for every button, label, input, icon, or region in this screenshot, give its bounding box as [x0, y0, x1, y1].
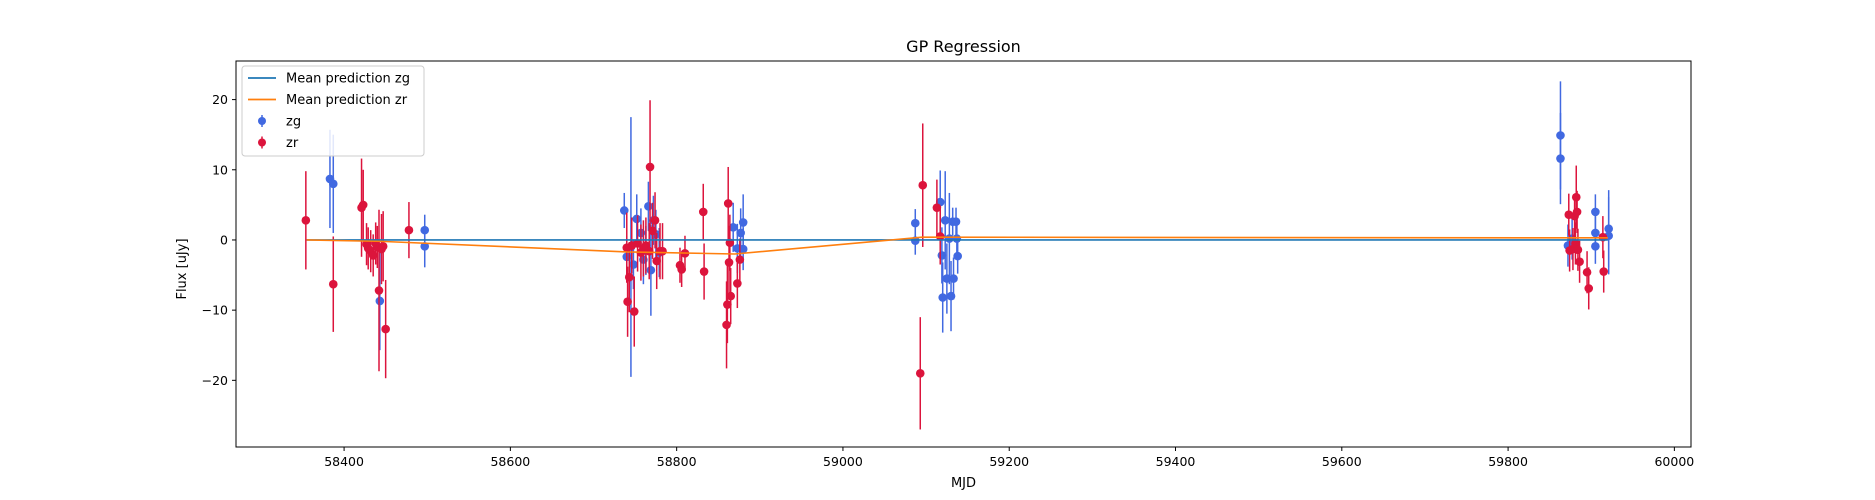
- data-point-zg: [910, 218, 920, 228]
- data-point-zr: [358, 200, 368, 210]
- data-point-zg: [1556, 154, 1565, 163]
- x-tick-label: 59800: [1488, 454, 1528, 469]
- y-tick-label: −20: [202, 373, 228, 388]
- data-point-zr: [645, 162, 655, 172]
- data-point-zr: [301, 216, 311, 225]
- data-point-zr: [624, 272, 634, 282]
- data-point-zr: [1573, 245, 1583, 255]
- data-point-zr: [932, 203, 942, 212]
- data-point-zr: [699, 267, 709, 276]
- data-point-zg: [949, 274, 958, 283]
- plot-area: [301, 81, 1613, 430]
- data-point-zr: [735, 255, 745, 264]
- data-point-zr: [726, 291, 735, 301]
- data-point-zr: [1571, 192, 1581, 202]
- y-tick-label: 10: [212, 162, 228, 177]
- data-point-zg: [328, 179, 338, 189]
- data-point-zr: [658, 246, 667, 256]
- data-point-zg: [953, 251, 962, 261]
- x-tick-label: 59000: [823, 454, 863, 469]
- data-point-zg: [738, 244, 748, 254]
- mean-prediction-zr-line: [306, 236, 1608, 255]
- data-point-zr: [328, 279, 338, 289]
- data-point-zg: [728, 223, 738, 232]
- data-point-zg: [629, 260, 638, 269]
- data-point-zg: [951, 217, 961, 227]
- data-point-zr: [723, 300, 732, 309]
- data-point-zr: [633, 239, 642, 248]
- data-point-zg: [420, 241, 430, 251]
- data-point-zg: [1591, 207, 1600, 217]
- x-tick-label: 58600: [490, 454, 530, 469]
- data-point-zg: [646, 265, 656, 275]
- x-tick-label: 59600: [1322, 454, 1362, 469]
- y-tick-label: −10: [202, 303, 228, 318]
- data-point-zr: [1599, 267, 1608, 276]
- data-point-zr: [629, 307, 639, 316]
- data-point-zr: [381, 324, 390, 334]
- data-point-zr: [650, 216, 660, 225]
- y-tick-label: 20: [212, 92, 228, 107]
- data-point-zg: [1591, 241, 1600, 251]
- data-point-zr: [644, 246, 654, 256]
- data-point-zr: [915, 369, 925, 378]
- legend-label: Mean prediction zr: [286, 93, 408, 108]
- data-point-zr: [652, 256, 662, 266]
- data-point-zg: [952, 234, 962, 243]
- data-point-zr: [733, 279, 742, 288]
- legend-marker-swatch: [258, 117, 266, 125]
- x-tick-label: 59400: [1156, 454, 1196, 469]
- data-point-zg: [738, 218, 748, 227]
- data-point-zr: [918, 180, 928, 190]
- legend-label: zg: [286, 115, 301, 130]
- data-point-zg: [938, 293, 948, 302]
- axes-frame: [235, 60, 1692, 448]
- data-point-zr: [1575, 257, 1584, 267]
- data-point-zg: [644, 201, 653, 211]
- x-tick-label: 58400: [324, 454, 364, 469]
- legend-marker-swatch: [258, 138, 266, 147]
- y-tick-label: 0: [220, 232, 228, 247]
- y-axis-label: Flux [uJy]: [175, 238, 190, 299]
- data-point-zr: [1584, 284, 1594, 293]
- data-point-zg: [375, 296, 385, 306]
- data-point-zr: [724, 258, 734, 267]
- data-point-zg: [632, 214, 642, 224]
- data-point-zr: [1582, 267, 1592, 277]
- legend-entry: Mean prediction zr: [248, 93, 408, 108]
- x-axis-label: MJD: [951, 476, 976, 491]
- data-point-zr: [698, 207, 708, 217]
- x-tick-label: 58800: [657, 454, 697, 469]
- legend-label: Mean prediction zg: [286, 72, 410, 87]
- legend-entry: zr: [258, 136, 299, 151]
- x-tick-label: 60000: [1654, 454, 1694, 469]
- x-tick-label: 59200: [989, 454, 1029, 469]
- legend: Mean prediction zg Mean prediction zr zg zr: [241, 65, 425, 157]
- data-point-zg: [940, 216, 950, 225]
- data-point-zr: [723, 199, 733, 208]
- axes: 58400 58600 58800 59000 59200 59400 59600 59800…: [202, 60, 1694, 469]
- data-point-zr: [1572, 207, 1582, 217]
- legend-label: zr: [286, 136, 299, 151]
- legend-entry: zg: [258, 115, 301, 130]
- data-point-zr: [722, 320, 731, 330]
- data-point-zr: [404, 225, 414, 235]
- data-point-zr: [623, 297, 632, 307]
- data-point-zr: [378, 241, 388, 251]
- data-point-zr: [374, 286, 384, 295]
- data-point-zr: [677, 265, 686, 274]
- legend-box: [241, 65, 425, 157]
- chart-title: GP Regression: [906, 37, 1021, 56]
- legend-entry: Mean prediction zg: [248, 72, 410, 87]
